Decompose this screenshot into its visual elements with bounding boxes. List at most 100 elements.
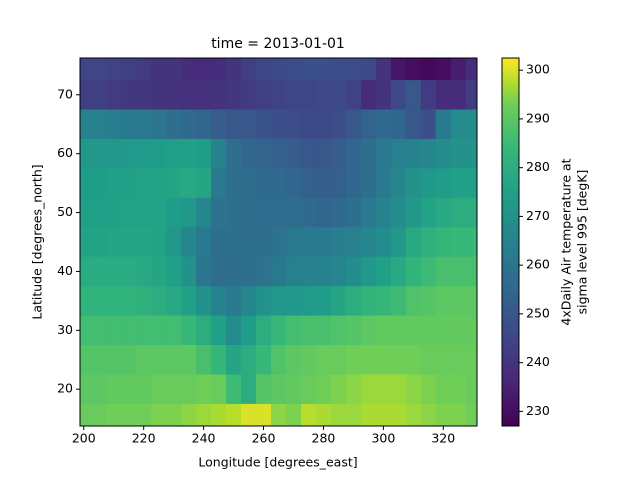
heatmap-cell [151, 403, 167, 426]
heatmap-cell [330, 374, 347, 405]
heatmap-cell [420, 227, 437, 258]
heatmap-cell [285, 168, 302, 199]
x-tick-label: 300 [371, 431, 395, 446]
heatmap-cell [256, 168, 272, 199]
heatmap-cell [330, 315, 347, 346]
heatmap-cell [330, 197, 347, 228]
heatmap-cell [375, 286, 392, 317]
heatmap-cell [166, 168, 182, 199]
heatmap-cell [271, 286, 287, 317]
y-tick-label: 60 [57, 145, 73, 160]
heatmap-cell [121, 374, 137, 405]
heatmap-cell [136, 80, 152, 111]
heatmap-cell [181, 374, 197, 405]
heatmap-cell [136, 138, 152, 169]
heatmap-cell [121, 256, 137, 287]
heatmap-cell [315, 256, 332, 287]
heatmap-cell [435, 374, 452, 405]
heatmap-cell [375, 315, 392, 346]
heatmap-cell [450, 80, 467, 111]
heatmap-cell [390, 286, 407, 317]
heatmap-cell [121, 315, 137, 346]
heatmap-cell [450, 403, 467, 426]
heatmap-cell [285, 345, 302, 375]
heatmap-cell [211, 345, 227, 375]
heatmap-cell [300, 345, 317, 375]
heatmap-cell [226, 403, 242, 426]
heatmap-cell [196, 197, 212, 228]
heatmap-cell [226, 80, 242, 111]
heatmap-cell [300, 138, 317, 169]
heatmap-cell [330, 345, 347, 375]
heatmap-cell [91, 286, 107, 317]
heatmap-cell [300, 286, 317, 317]
x-tick-label: 240 [192, 431, 216, 446]
heatmap-cell [80, 109, 92, 140]
heatmap-cell [211, 403, 227, 426]
heatmap-cell [315, 286, 332, 317]
heatmap-cell [465, 58, 477, 81]
x-tick-label: 280 [312, 431, 336, 446]
heatmap-cell [300, 374, 317, 405]
heatmap-cell [450, 109, 467, 140]
heatmap-cell [241, 80, 257, 111]
heatmap-cell [226, 168, 242, 199]
heatmap-cell [271, 138, 287, 169]
heatmap-cell [465, 256, 477, 287]
heatmap-cell [405, 227, 422, 258]
heatmap-cell [121, 227, 137, 258]
heatmap-cell [345, 197, 362, 228]
heatmap-cell [166, 256, 182, 287]
heatmap-cell [80, 315, 92, 346]
heatmap-cell [345, 315, 362, 346]
heatmap-cell [256, 80, 272, 111]
heatmap-cell [226, 315, 242, 346]
heatmap-cell [226, 109, 242, 140]
heatmap-cell [136, 197, 152, 228]
heatmap-cell [300, 109, 317, 140]
heatmap-cell [360, 286, 377, 317]
heatmap-cell [300, 403, 317, 426]
heatmap-cell [181, 345, 197, 375]
heatmap-cell [345, 58, 362, 81]
heatmap-cell [91, 256, 107, 287]
heatmap-cell [375, 80, 392, 111]
heatmap-cell [271, 197, 287, 228]
heatmap-cell [106, 315, 122, 346]
heatmap-cell [450, 345, 467, 375]
heatmap-cell [151, 80, 167, 111]
heatmap-cell [91, 197, 107, 228]
heatmap-cell [166, 80, 182, 111]
heatmap-cell [271, 168, 287, 199]
heatmap-cell [211, 168, 227, 199]
heatmap-cell [300, 256, 317, 287]
heatmap-cell [300, 315, 317, 346]
heatmap-cell [166, 58, 182, 81]
heatmap-cell [390, 80, 407, 111]
heatmap-cell [166, 345, 182, 375]
heatmap-cell [271, 403, 287, 426]
heatmap-cell [360, 227, 377, 258]
heatmap-cell [106, 58, 122, 81]
heatmap-cell [256, 138, 272, 169]
heatmap-cell [181, 168, 197, 199]
heatmap-cell [196, 168, 212, 199]
heatmap-cell [360, 374, 377, 405]
heatmap-cell [405, 168, 422, 199]
heatmap-cell [390, 315, 407, 346]
x-tick-label: 220 [132, 431, 156, 446]
heatmap-cell [300, 58, 317, 81]
colorbar-tick-label: 300 [526, 62, 550, 77]
heatmap-cell [405, 197, 422, 228]
heatmap-cell [345, 256, 362, 287]
heatmap-cell [166, 315, 182, 346]
heatmap-cell [151, 197, 167, 228]
x-tick-label: 200 [72, 431, 96, 446]
heatmap-cell [390, 58, 407, 81]
heatmap-cell [80, 403, 92, 426]
heatmap-cell [91, 168, 107, 199]
heatmap-cell [285, 58, 302, 81]
heatmap-cell [420, 197, 437, 228]
colorbar [501, 57, 520, 427]
heatmap-cell [256, 315, 272, 346]
